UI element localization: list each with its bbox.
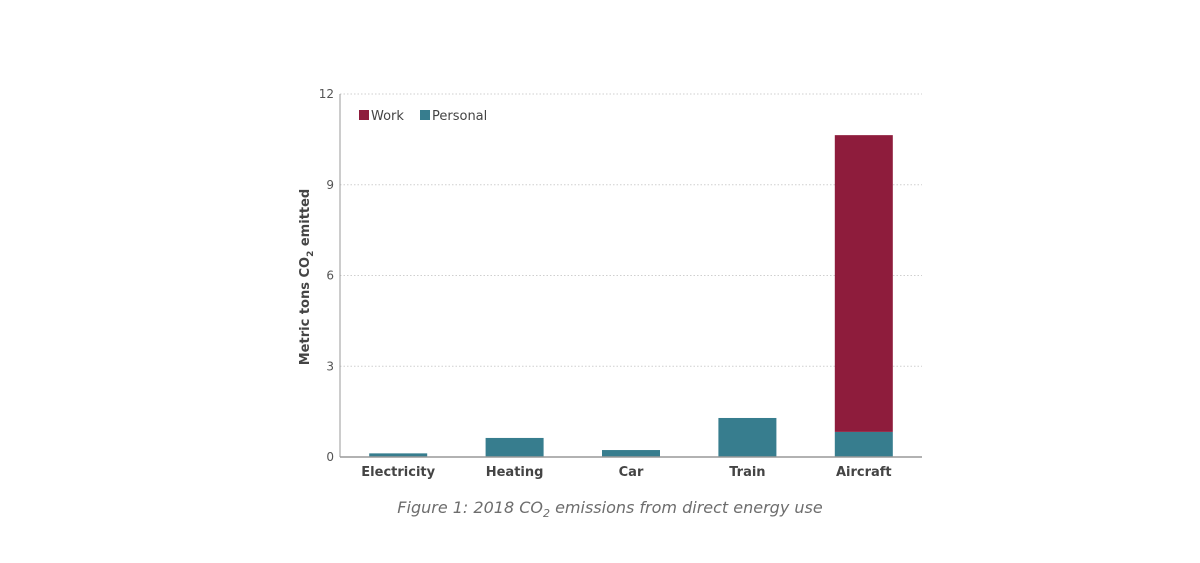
y-tick-label: 6 — [326, 269, 334, 283]
bar-personal-heating — [485, 437, 544, 457]
grid-lines — [340, 93, 922, 367]
x-tick-label: Car — [619, 465, 644, 480]
y-tick-label: 3 — [326, 359, 334, 373]
x-axis-labels: Electricity Heating Car Train Aircraft — [361, 465, 891, 480]
bar-personal-train — [718, 417, 777, 457]
bar-personal-aircraft — [834, 431, 893, 457]
x-tick-label: Train — [729, 465, 765, 480]
x-tick-label: Electricity — [361, 465, 435, 480]
legend-label-personal: Personal — [432, 109, 487, 124]
bar-work-aircraft — [834, 135, 893, 432]
legend-label-work: Work — [371, 109, 404, 124]
legend-swatch-personal — [420, 110, 430, 120]
legend: Work Personal — [359, 109, 487, 124]
x-tick-label: Aircraft — [836, 465, 892, 480]
legend-swatch-work — [359, 110, 369, 120]
y-tick-label: 9 — [326, 178, 334, 192]
figure-caption: Figure 1: 2018 CO2 emissions from direct… — [397, 498, 823, 521]
y-tick-label: 12 — [319, 87, 334, 101]
y-tick-label: 0 — [326, 450, 334, 464]
y-axis-ticks: 0 3 6 9 12 — [319, 87, 334, 464]
bar-personal-car — [602, 450, 660, 457]
y-axis-label: Metric tons CO2 emitted — [298, 189, 316, 366]
bars — [369, 135, 893, 457]
bar-personal-electricity — [369, 453, 428, 457]
x-tick-label: Heating — [486, 465, 544, 480]
